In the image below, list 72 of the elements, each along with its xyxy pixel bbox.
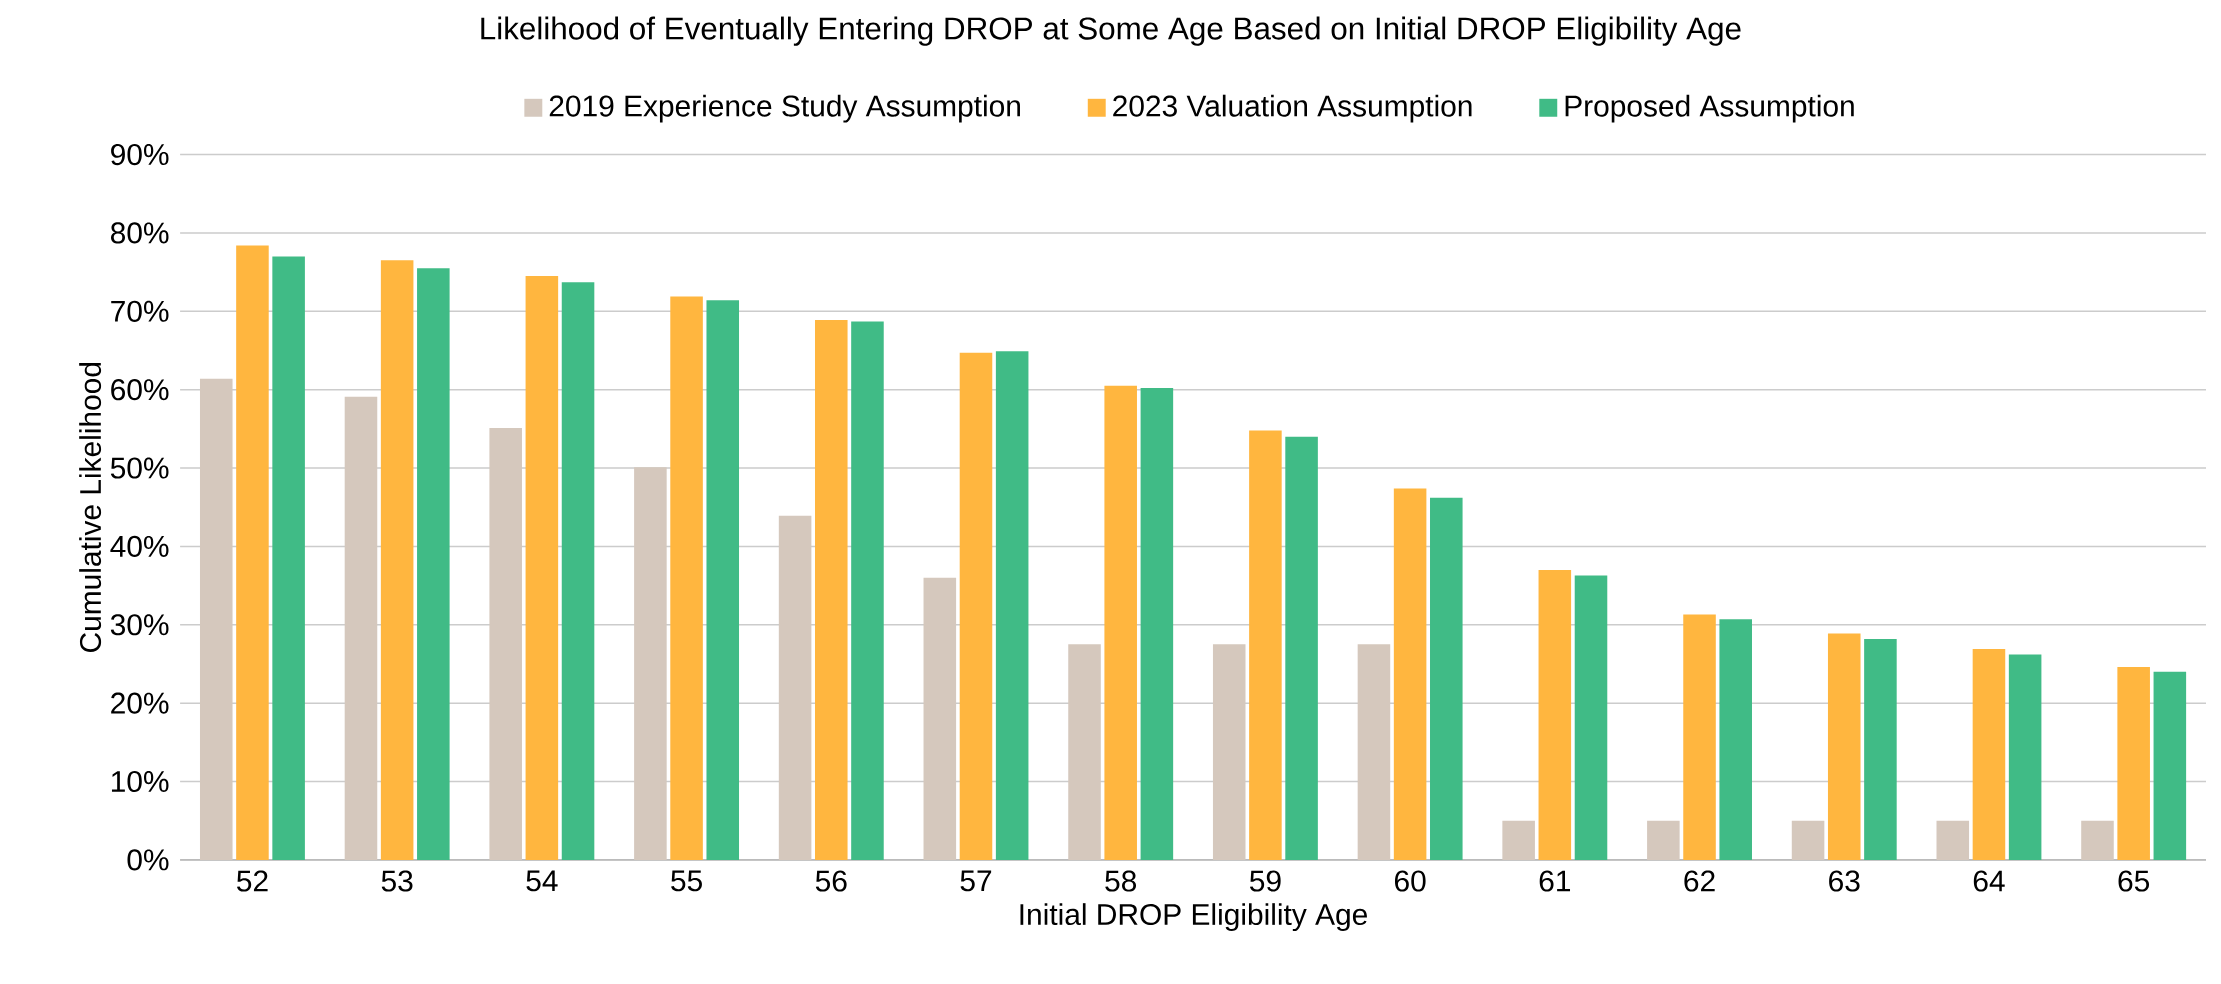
- bar: [1827, 633, 1861, 860]
- x-tick-label: 59: [1250, 870, 1281, 892]
- bar: [1647, 820, 1680, 860]
- bar: [1574, 575, 1608, 860]
- bar: [2008, 654, 2042, 860]
- bar: [2153, 671, 2187, 860]
- x-tick-label: 58: [1105, 870, 1137, 892]
- y-tick-label: 90%: [111, 143, 169, 165]
- bar: [417, 267, 450, 860]
- bar: [851, 321, 884, 860]
- y-tick-label: 80%: [110, 222, 169, 244]
- bar: [778, 515, 812, 860]
- bar: [634, 467, 667, 860]
- x-tick-label: 61: [1539, 870, 1571, 892]
- bar: [199, 378, 233, 860]
- x-tick-label: 52: [237, 870, 268, 892]
- y-tick-label: 60%: [111, 378, 169, 401]
- bar: [1249, 430, 1282, 860]
- bar: [236, 245, 269, 860]
- y-tick-label: 10%: [111, 770, 169, 792]
- bar: [561, 282, 595, 860]
- bar: [2117, 666, 2150, 860]
- bar: [706, 300, 740, 860]
- bar: [1068, 644, 1101, 860]
- bar: [344, 396, 378, 860]
- x-tick-label: 64: [1973, 870, 2005, 892]
- bar: [1357, 644, 1391, 860]
- y-tick-label: 70%: [111, 300, 169, 322]
- bar: [995, 351, 1029, 860]
- bar: [1502, 820, 1535, 860]
- legend-label: 2019 Experience Study Assumption: [549, 94, 1020, 123]
- bar: [1393, 488, 1427, 860]
- bar: [1212, 644, 1246, 860]
- y-tick-label: 50%: [110, 457, 169, 479]
- y-axis-title: Cumulative Likelihood: [79, 362, 102, 652]
- bar: [959, 352, 993, 860]
- y-tick-label: 20%: [111, 692, 169, 714]
- bar: [525, 275, 559, 860]
- y-tick-label: 30%: [110, 613, 169, 636]
- bar: [1538, 569, 1572, 860]
- bar: [1972, 648, 2006, 860]
- x-tick-label: 54: [526, 870, 558, 892]
- bar: [1719, 619, 1752, 860]
- bar: [380, 260, 414, 860]
- x-axis-title: Initial DROP Eligibility Age: [1020, 902, 1367, 931]
- legend-label: Proposed Assumption: [1565, 94, 1854, 123]
- x-tick-label: 63: [1829, 870, 1860, 892]
- y-tick-label: 0%: [127, 849, 169, 871]
- bar: [1104, 385, 1137, 860]
- x-tick-label: 60: [1394, 870, 1426, 892]
- bar: [1285, 436, 1318, 860]
- x-tick-label: 57: [960, 870, 992, 892]
- x-tick-label: 55: [671, 870, 702, 892]
- x-tick-label: 53: [381, 870, 413, 892]
- bar: [670, 296, 703, 860]
- legend-label: 2023 Valuation Assumption: [1113, 94, 1472, 123]
- bar: [1140, 387, 1174, 860]
- x-tick-label: 56: [815, 870, 847, 892]
- bar: [489, 427, 522, 860]
- x-tick-label: 65: [2118, 870, 2150, 892]
- bar: [923, 577, 957, 860]
- y-tick-label: 40%: [110, 535, 169, 557]
- bar: [1936, 820, 1970, 860]
- bar: [272, 256, 305, 860]
- bar: [815, 319, 848, 860]
- bar: [1683, 614, 1716, 860]
- bar: [1864, 638, 1897, 860]
- bar: [2081, 820, 2114, 860]
- chart-title: Likelihood of Eventually Entering DROP at Some Age Based on Initial DROP Eligibility Age: [481, 16, 1741, 46]
- bar: [1430, 497, 1463, 860]
- x-tick-label: 62: [1684, 870, 1715, 892]
- bar: [1791, 820, 1825, 860]
